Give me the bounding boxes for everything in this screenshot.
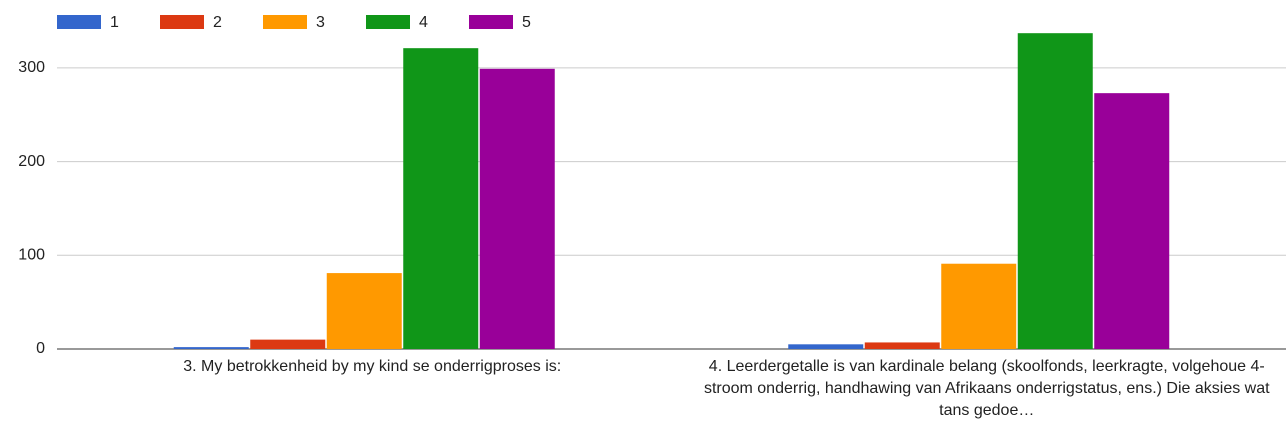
legend-label: 4 [419, 14, 428, 31]
y-tick-label: 0 [36, 340, 45, 357]
legend-swatch [469, 15, 513, 29]
y-tick-label: 300 [18, 59, 45, 76]
legend-label: 2 [213, 14, 222, 31]
legend-label: 3 [316, 14, 325, 31]
legend-swatch [263, 15, 307, 29]
legend-swatch [160, 15, 204, 29]
y-tick-label: 200 [18, 153, 45, 170]
bar [864, 342, 940, 349]
bar [1017, 33, 1093, 349]
legend-label: 5 [522, 14, 531, 31]
y-tick-label: 100 [18, 247, 45, 264]
legend-label: 1 [110, 14, 119, 31]
bar [403, 48, 479, 349]
bar [941, 263, 1017, 349]
x-tick-label: 4. Leerdergetalle is van kardinale belan… [703, 358, 1270, 419]
legend-swatch [366, 15, 410, 29]
bar [479, 68, 555, 350]
x-tick-label: 3. My betrokkenheid by my kind se onderr… [183, 358, 562, 375]
bar [326, 273, 402, 349]
bar [1094, 93, 1170, 349]
bar [173, 347, 249, 349]
bar [250, 339, 326, 349]
bar [788, 344, 864, 349]
legend-swatch [57, 15, 101, 29]
